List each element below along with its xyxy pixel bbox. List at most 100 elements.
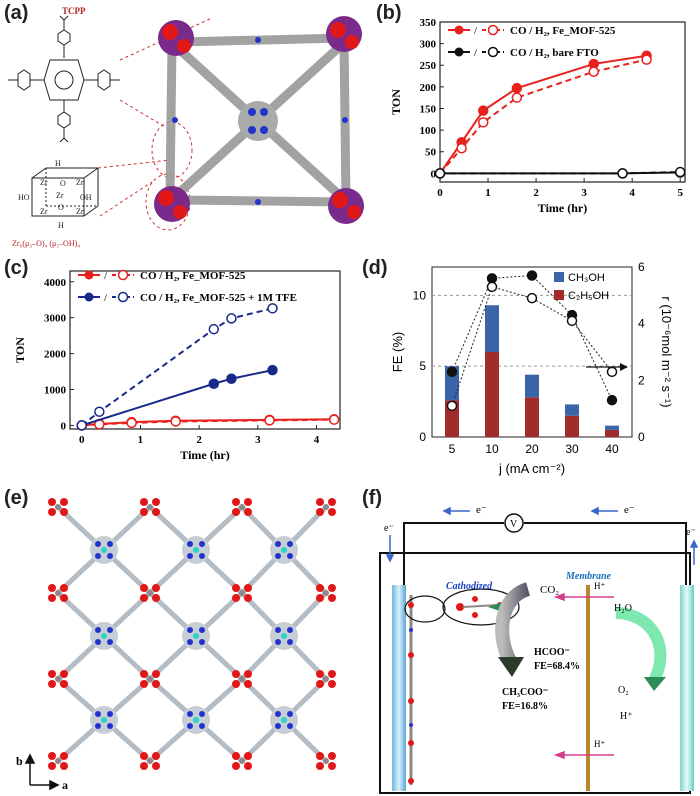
electron-arrows: [385, 506, 699, 565]
zr-oxo-atom: [48, 594, 56, 602]
rate-point: [606, 366, 618, 378]
nitrogen-atom: [107, 711, 113, 717]
zr-oxo-atom: [232, 498, 240, 506]
data-point: [226, 313, 237, 324]
y-tick-label: 0: [419, 430, 426, 444]
zr-node: [55, 504, 61, 510]
y-tick-label: 100: [420, 125, 437, 137]
zr-oxo-atom: [232, 594, 240, 602]
panel-b: (b) 0 1 2 3 4 5 0 50 100 150 200 250 300 350 Time (hr)…: [370, 0, 700, 220]
svg-text:OH: OH: [80, 193, 92, 202]
fe-bar-chart-d: 5 10 20 30 40 0 5 10 0 2 4 6 j (mA cm⁻²) FE (%) r (10⁻…: [390, 260, 674, 476]
y-tick-label: 50: [425, 147, 437, 159]
panel-e-label: (e): [4, 487, 29, 509]
fe-ch3coo-label: FE=16.8%: [502, 701, 548, 712]
nitrogen-atom: [287, 723, 293, 729]
zr-oxo-atom: [316, 680, 324, 688]
metal-center: [193, 717, 199, 723]
y-tick-label: 200: [420, 82, 437, 94]
nitrogen-atom: [199, 723, 205, 729]
zr-oxo-atom: [316, 762, 324, 770]
data-point: [434, 168, 446, 179]
nitrogen-atom: [187, 711, 193, 717]
zr-oxo-atom: [60, 680, 68, 688]
nitrogen-atom: [107, 723, 113, 729]
bar-ch3oh: [565, 404, 579, 416]
nitrogen-atom: [95, 639, 101, 645]
legend-marker: [454, 47, 464, 57]
zr-node: [147, 590, 153, 596]
zr-oxo-atom: [244, 498, 252, 506]
nitrogen-atom: [287, 639, 293, 645]
legend-marker: [487, 24, 499, 36]
zr-oxo-atom: [140, 594, 148, 602]
y-tick-label: 3000: [44, 313, 67, 325]
y-right-tick-label: 2: [638, 373, 645, 387]
nitrogen-atom: [187, 723, 193, 729]
zr-oxo-atom: [232, 762, 240, 770]
zr-oxo-atom: [328, 670, 336, 678]
svg-text:O: O: [58, 203, 64, 212]
nitrogen-atom: [275, 639, 281, 645]
nitrogen-atom: [187, 541, 193, 547]
hcoo-label: HCOO⁻: [534, 647, 570, 658]
zr-oxo-atom: [60, 762, 68, 770]
zr-node: [55, 590, 61, 596]
x-axis-label: j (mA cm⁻²): [498, 461, 565, 476]
axis-a-label: a: [62, 778, 68, 792]
plot-frame: [69, 270, 341, 430]
zr-oxo-atom: [328, 680, 336, 688]
zr-oxo-atom: [152, 752, 160, 760]
svg-text:H: H: [58, 221, 64, 230]
nitrogen-atom: [95, 553, 101, 559]
external-circuit: [403, 522, 687, 585]
zr-node: [239, 758, 245, 764]
zr-oxo-atom: [48, 670, 56, 678]
x-tick-label: 4: [629, 187, 635, 199]
y-tick-label: 250: [420, 60, 437, 72]
x-axis-label: Time (hr): [538, 201, 587, 215]
electron-label-4: e⁻: [686, 527, 696, 538]
legend-entry: CO / H₂, Fe_MOF-525: [510, 25, 616, 37]
bar-c2h5oh: [565, 415, 579, 437]
nitrogen-atom: [107, 553, 113, 559]
zr-oxo-atom: [244, 752, 252, 760]
metal-center: [281, 547, 287, 553]
svg-text:Zr: Zr: [56, 191, 64, 200]
y-right-tick-label: 4: [638, 317, 645, 331]
zr-oxo-atom: [48, 584, 56, 592]
legend-marker: [454, 25, 464, 35]
zr-nodes: [154, 16, 364, 224]
rate-point: [566, 315, 578, 327]
nitrogen-atom: [107, 541, 113, 547]
legend-swatch: [554, 272, 564, 282]
data-point: [267, 303, 278, 314]
nitrogen-atom: [275, 627, 281, 633]
data-point: [267, 364, 278, 376]
nitrogen-atom: [287, 553, 293, 559]
metal-center: [101, 717, 107, 723]
zr-node: [323, 676, 329, 682]
zr-node: [323, 590, 329, 596]
data-point: [588, 66, 599, 77]
legend-marker: [487, 46, 499, 58]
zr-node: [239, 590, 245, 596]
x-axis-label: Time (hr): [180, 448, 229, 462]
zr-oxo-atom: [316, 584, 324, 592]
zr-oxo-atom: [244, 762, 252, 770]
zr-node: [323, 758, 329, 764]
nitrogen-atom: [95, 711, 101, 717]
zr-oxo-atom: [140, 670, 148, 678]
zr-oxo-atom: [140, 680, 148, 688]
panel-a-label: (a): [4, 2, 29, 24]
zr-oxo-atom: [60, 584, 68, 592]
tcpp-molecule-drawing: [8, 15, 120, 143]
svg-text:Zr: Zr: [40, 207, 48, 216]
y-tick-label: 1000: [44, 385, 67, 397]
legend-marker: [117, 291, 129, 303]
bar-c2h5oh: [525, 397, 539, 437]
zr-oxo-atom: [60, 752, 68, 760]
svg-text:Zr: Zr: [76, 207, 84, 216]
h-plus-label-2: H⁺: [594, 739, 605, 749]
zr-oxo-atom: [244, 508, 252, 516]
